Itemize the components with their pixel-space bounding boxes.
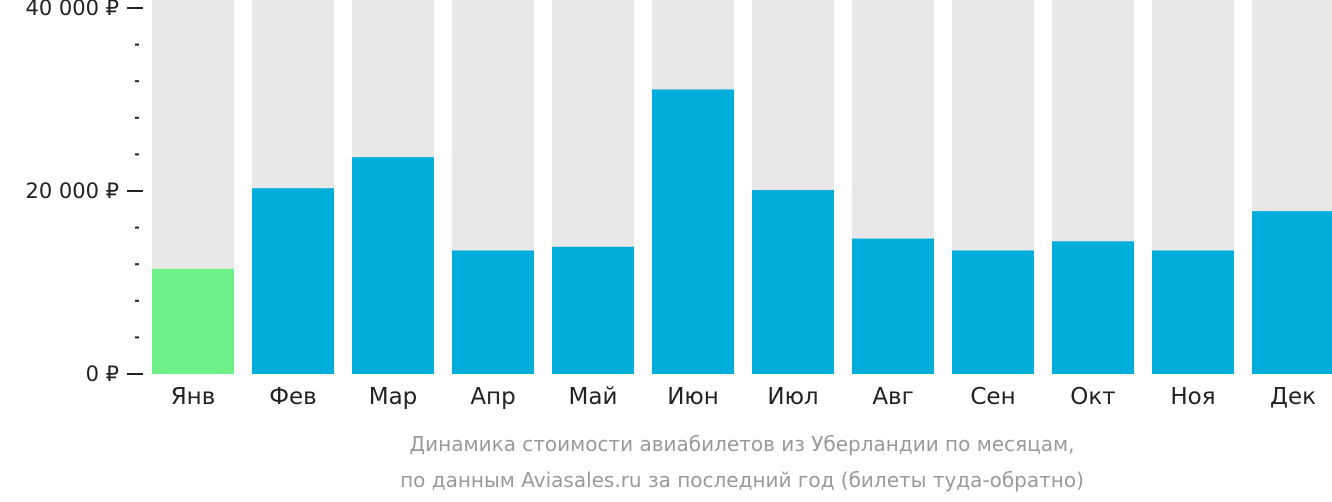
bar-6	[652, 89, 734, 374]
x-axis-labels: Янв Фев Мар Апр Май Июн Июл Авг Сен Окт Ноя Дек	[171, 384, 1316, 410]
x-tick-label-7: Июл	[767, 384, 818, 410]
x-tick-label-1: Янв	[171, 384, 216, 410]
y-axis: 0 ₽ 20 000 ₽ 40 000 ₽	[25, 0, 143, 386]
bar-11	[1152, 250, 1234, 374]
x-tick-label-3: Мар	[369, 384, 418, 410]
bar-9	[952, 250, 1034, 374]
y-tick-label-1: 0 ₽	[86, 362, 119, 386]
bar-7	[752, 190, 834, 374]
y-tick-label-2: 20 000 ₽	[25, 179, 119, 203]
caption-line-2: по данным Aviasales.ru за последний год …	[400, 468, 1084, 492]
bars	[152, 89, 1332, 374]
x-tick-label-6: Июн	[667, 384, 719, 410]
x-tick-label-11: Ноя	[1170, 384, 1215, 410]
bar-12	[1252, 211, 1332, 374]
bar-10	[1052, 241, 1134, 374]
caption-line-1: Динамика стоимости авиабилетов из Уберла…	[410, 432, 1075, 456]
x-tick-label-10: Окт	[1070, 384, 1115, 410]
x-tick-label-2: Фев	[269, 384, 317, 410]
bar-8	[852, 238, 934, 374]
x-tick-label-12: Дек	[1270, 384, 1316, 410]
bar-2	[252, 188, 334, 374]
x-tick-label-5: Май	[569, 384, 618, 410]
bar-4	[452, 250, 534, 374]
bar-3	[352, 157, 434, 374]
bar-1	[152, 268, 234, 374]
x-tick-label-4: Апр	[470, 384, 515, 410]
bar-5	[552, 246, 634, 374]
y-tick-label-3: 40 000 ₽	[25, 0, 119, 20]
x-tick-label-9: Сен	[970, 384, 1015, 410]
x-tick-label-8: Авг	[872, 384, 913, 410]
